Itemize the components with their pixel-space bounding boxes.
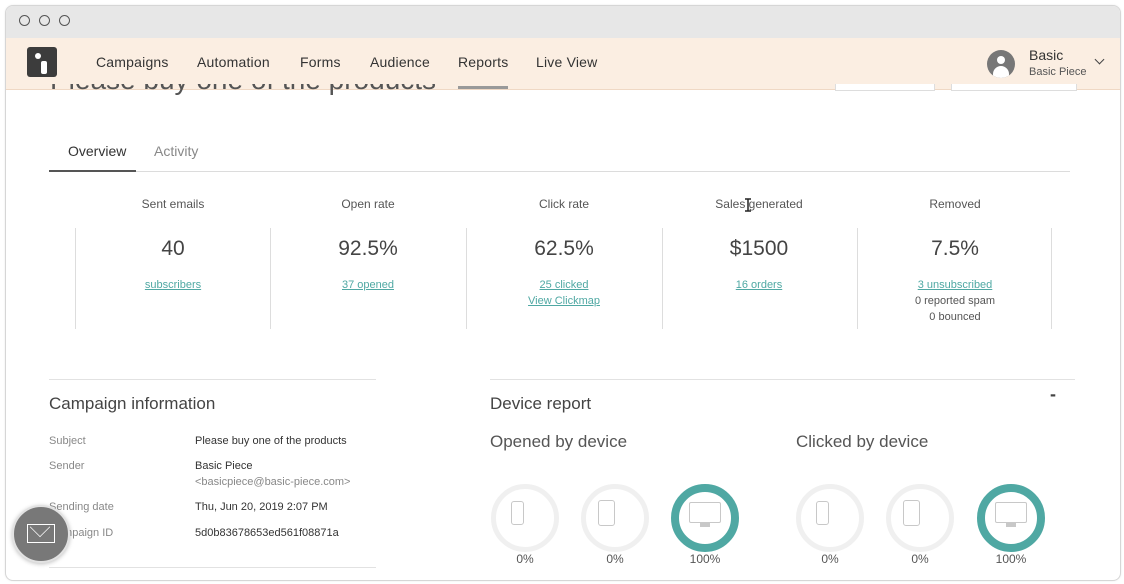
view-clickmap-link[interactable]: View Clickmap [528,295,600,307]
nav-campaigns[interactable]: Campaigns [96,54,169,70]
clicked-desktop-percent: 100% [995,552,1027,566]
opened-mobile-ring [491,484,559,552]
campaign-id-value: 5d0b83678653ed561f08871a [195,527,339,539]
tab-activity[interactable]: Activity [154,143,199,159]
opened-desktop-percent: 100% [689,552,721,566]
unsubscribed-link[interactable]: 3 unsubscribed [917,279,993,291]
bounced-count: 0 bounced [929,311,981,323]
desktop-stand [700,523,710,527]
section-divider [49,379,376,380]
tab-overview[interactable]: Overview [68,143,127,159]
collapse-button[interactable]: - [1050,384,1056,404]
chat-button[interactable] [12,505,70,563]
campaign-info-title: Campaign information [49,394,216,413]
logo-icon[interactable] [27,47,57,77]
mobile-icon [816,501,829,525]
sending-date-label: Sending date [49,501,114,513]
chevron-down-icon[interactable] [1094,54,1105,65]
browser-window: Campaigns Automation Forms Audience Repo… [5,5,1121,581]
stat-value-sent: 40 [161,237,185,260]
section-divider [490,379,1075,380]
stat-label-open: Open rate [341,197,395,211]
stat-value-sales: $1500 [729,237,789,260]
device-report-title: Device report [490,394,592,413]
stat-divider [857,228,858,329]
stat-value-click: 62.5% [534,237,594,260]
spam-count: 0 reported spam [914,295,996,307]
tab-active-indicator [49,170,136,172]
clicked-mobile-ring [796,484,864,552]
stat-label-removed: Removed [929,197,981,211]
stat-divider [662,228,663,329]
sender-label: Sender [49,460,85,472]
stat-value-open: 92.5% [338,237,398,260]
opened-tablet-percent: 0% [606,552,624,566]
text-cursor-icon [744,198,752,212]
window-titlebar [6,6,1120,38]
nav-forms[interactable]: Forms [300,54,341,70]
clicked-by-device-title: Clicked by device [796,432,929,451]
stat-value-removed: 7.5% [931,237,979,260]
subject-value: Please buy one of the products [195,435,347,447]
window-minimize-icon[interactable] [39,15,50,26]
window-close-icon[interactable] [19,15,30,26]
sender-name: Basic Piece [195,460,253,472]
nav-active-indicator [458,86,508,89]
clicked-tablet-percent: 0% [911,552,929,566]
desktop-stand [1006,523,1016,527]
stat-divider [270,228,271,329]
sending-date-value: Thu, Jun 20, 2019 2:07 PM [195,501,328,513]
subscribers-link[interactable]: subscribers [144,279,202,291]
clicked-desktop-ring [977,484,1045,552]
orders-link[interactable]: 16 orders [735,279,783,291]
envelope-icon [27,516,55,543]
user-account: Basic Piece [1029,66,1087,78]
window-zoom-icon[interactable] [59,15,70,26]
stat-divider [75,228,76,329]
action-button-1[interactable] [835,84,935,91]
desktop-icon [689,502,721,523]
avatar-icon[interactable] [987,50,1015,78]
section-divider [49,567,376,568]
nav-audience[interactable]: Audience [370,54,430,70]
nav-automation[interactable]: Automation [197,54,270,70]
opened-tablet-ring [581,484,649,552]
tablet-icon [598,500,615,526]
tabs-divider [49,171,1070,172]
clicked-link[interactable]: 25 clicked [539,279,589,291]
action-button-2[interactable] [951,84,1077,91]
stat-label-sales: Sales generated [715,197,803,211]
nav-reports[interactable]: Reports [458,54,509,70]
page-title: Please buy one of the products [50,84,436,96]
opened-desktop-ring [671,484,739,552]
user-name[interactable]: Basic [1029,47,1064,63]
stat-label-click: Click rate [538,197,589,211]
page-content: Please buy one of the products Overview … [5,84,1119,579]
stat-divider [1051,228,1052,329]
clicked-tablet-ring [886,484,954,552]
mobile-icon [511,501,524,525]
nav-live-view[interactable]: Live View [536,54,598,70]
opened-mobile-percent: 0% [516,552,534,566]
clicked-mobile-percent: 0% [821,552,839,566]
top-navbar: Campaigns Automation Forms Audience Repo… [6,38,1120,90]
subject-label: Subject [49,435,86,447]
sender-email: <basicpiece@basic-piece.com> [195,476,351,488]
stat-divider [466,228,467,329]
opened-link[interactable]: 37 opened [342,279,394,291]
desktop-icon [995,502,1027,523]
stat-label-sent: Sent emails [141,197,205,211]
tablet-icon [903,500,920,526]
opened-by-device-title: Opened by device [490,432,628,451]
